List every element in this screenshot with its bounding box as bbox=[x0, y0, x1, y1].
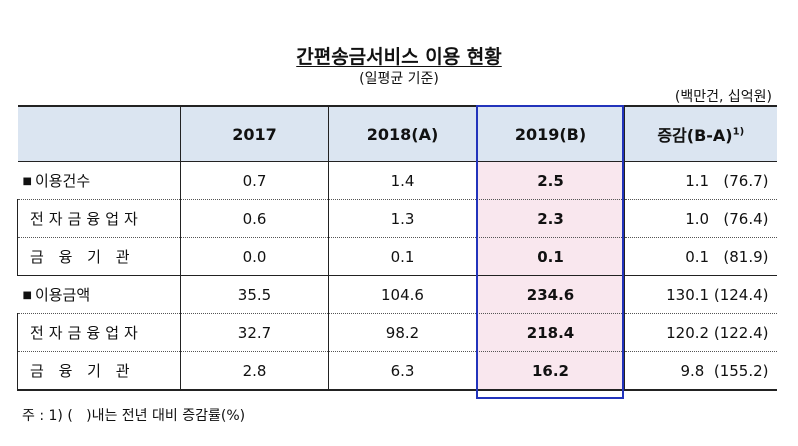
cell-2018: 0.1 bbox=[328, 237, 477, 276]
cell-2019: 2.3 bbox=[476, 199, 625, 238]
row-label: 전자금융업자 bbox=[17, 313, 181, 352]
cell-change: 120.2 (122.4) bbox=[624, 313, 777, 352]
cell-2019: 2.5 bbox=[476, 161, 625, 200]
cell-2017: 32.7 bbox=[180, 313, 329, 352]
cell-2019: 0.1 bbox=[476, 237, 625, 276]
bullet-square-icon: ■ bbox=[22, 290, 32, 301]
header-footnote-mark: 1) bbox=[732, 126, 745, 138]
cell-change: 9.8 (155.2) bbox=[624, 351, 777, 391]
cell-2018: 1.3 bbox=[328, 199, 477, 238]
cell-2018: 98.2 bbox=[328, 313, 477, 352]
cell-2017: 2.8 bbox=[180, 351, 329, 391]
cell-2017: 0.7 bbox=[180, 161, 329, 200]
cell-2019: 16.2 bbox=[476, 351, 625, 391]
bullet-square-icon: ■ bbox=[22, 176, 32, 187]
footnote: 주 : 1) ( )내는 전년 대비 증감률(%) bbox=[22, 408, 246, 424]
cell-change: 130.1 (124.4) bbox=[624, 275, 777, 314]
cell-2019: 234.6 bbox=[476, 275, 625, 314]
table-row: ■ 이용건수 0.7 1.4 2.5 1.1 (76.7) bbox=[17, 161, 777, 200]
table-row: 전자금융업자 0.6 1.3 2.3 1.0 (76.4) bbox=[17, 199, 777, 238]
remittance-table: 2017 2018(A) 2019(B) 증감(B-A)1) ■ 이용건수 0.7… bbox=[17, 105, 777, 391]
table-subtitle: (일평균 기준) bbox=[359, 71, 439, 87]
header-blank bbox=[17, 105, 181, 162]
unit-label: (백만건, 십억원) bbox=[674, 89, 772, 105]
header-row: 2017 2018(A) 2019(B) 증감(B-A)1) bbox=[17, 105, 777, 162]
cell-2018: 6.3 bbox=[328, 351, 477, 391]
cell-change: 1.0 (76.4) bbox=[624, 199, 777, 238]
table-row: 금 융 기 관 0.0 0.1 0.1 0.1 (81.9) bbox=[17, 237, 777, 276]
cell-change: 1.1 (76.7) bbox=[624, 161, 777, 200]
table-row: 전자금융업자 32.7 98.2 218.4 120.2 (122.4) bbox=[17, 313, 777, 352]
cell-2019: 218.4 bbox=[476, 313, 625, 352]
row-label: 금 융 기 관 bbox=[17, 237, 181, 276]
row-label: ■ 이용금액 bbox=[17, 275, 181, 314]
header-change-label: 증감(B-A) bbox=[657, 126, 733, 145]
cell-2017: 35.5 bbox=[180, 275, 329, 314]
table-title: 간편송금서비스 이용 현황 bbox=[296, 46, 502, 68]
row-label-text: 이용금액 bbox=[34, 286, 91, 304]
table-row: 금 융 기 관 2.8 6.3 16.2 9.8 (155.2) bbox=[17, 351, 777, 391]
cell-2018: 104.6 bbox=[328, 275, 477, 314]
header-change: 증감(B-A)1) bbox=[624, 105, 777, 162]
cell-2017: 0.6 bbox=[180, 199, 329, 238]
cell-2018: 1.4 bbox=[328, 161, 477, 200]
header-2019: 2019(B) bbox=[476, 105, 625, 162]
header-2017: 2017 bbox=[180, 105, 329, 162]
cell-2017: 0.0 bbox=[180, 237, 329, 276]
row-label-text: 이용건수 bbox=[34, 172, 91, 190]
row-label: 금 융 기 관 bbox=[17, 351, 181, 391]
table-row: ■ 이용금액 35.5 104.6 234.6 130.1 (124.4) bbox=[17, 275, 777, 314]
header-2018: 2018(A) bbox=[328, 105, 477, 162]
row-label: ■ 이용건수 bbox=[17, 161, 181, 200]
row-label: 전자금융업자 bbox=[17, 199, 181, 238]
cell-change: 0.1 (81.9) bbox=[624, 237, 777, 276]
